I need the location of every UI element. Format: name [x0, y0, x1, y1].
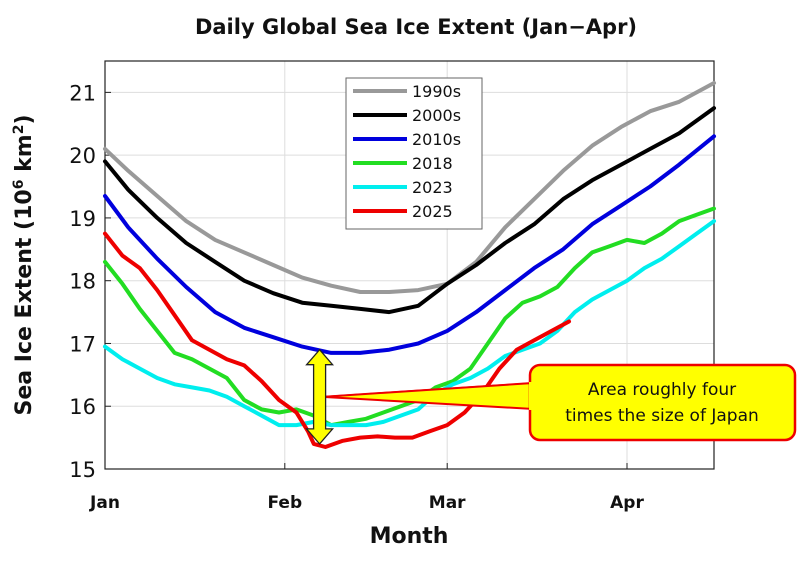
- chart-title: Daily Global Sea Ice Extent (Jan−Apr): [195, 15, 637, 39]
- legend-label-2010s: 2010s: [412, 130, 461, 149]
- series-line-2023: [103, 219, 716, 428]
- annotation: Area roughly four times the size of Japa…: [305, 348, 797, 445]
- callout-line-1: Area roughly four: [588, 380, 736, 400]
- legend-label-2025: 2025: [412, 202, 453, 221]
- x-tick-label: Apr: [610, 493, 644, 513]
- callout-pointer: [322, 381, 534, 411]
- y-tick-label: 17: [69, 332, 96, 356]
- y-tick-label: 15: [69, 458, 96, 482]
- double-arrow: [305, 348, 335, 445]
- callout-line-2: times the size of Japan: [565, 406, 759, 426]
- series-line-2010s: [103, 134, 716, 355]
- legend-label-2023: 2023: [412, 178, 453, 197]
- series-line-1990s: [103, 81, 716, 294]
- x-tick-label: Feb: [267, 493, 302, 513]
- legend: 1990s 2000s 2010s 2018 2023 2025: [345, 77, 483, 230]
- legend-box: [345, 77, 483, 230]
- y-tick-label: 18: [69, 270, 96, 294]
- legend-label-2000s: 2000s: [412, 106, 461, 125]
- legend-label-2018: 2018: [412, 154, 453, 173]
- y-tick-label: 21: [69, 81, 96, 105]
- yellow-double-arrow: [305, 348, 335, 445]
- y-tick-label: 16: [69, 395, 96, 419]
- x-axis: Jan Feb Mar Apr: [89, 463, 644, 513]
- series-line-2000s: [103, 106, 716, 315]
- y-axis-label: Sea Ice Extent (106 km2): [11, 114, 37, 415]
- y-tick-label: 19: [69, 207, 96, 231]
- series-lines: [103, 81, 716, 449]
- y-tick-label: 20: [69, 144, 96, 168]
- x-tick-label: Mar: [429, 493, 466, 513]
- callout-joint: [529, 382, 534, 410]
- legend-label-1990s: 1990s: [412, 82, 461, 101]
- x-tick-label: Jan: [89, 493, 120, 513]
- x-axis-label: Month: [370, 524, 449, 549]
- y-axis: 15 16 17 18 19 20 21: [69, 81, 111, 482]
- callout-box: [528, 363, 797, 442]
- series-line-2018: [103, 206, 716, 428]
- series-line-2025: [103, 231, 571, 449]
